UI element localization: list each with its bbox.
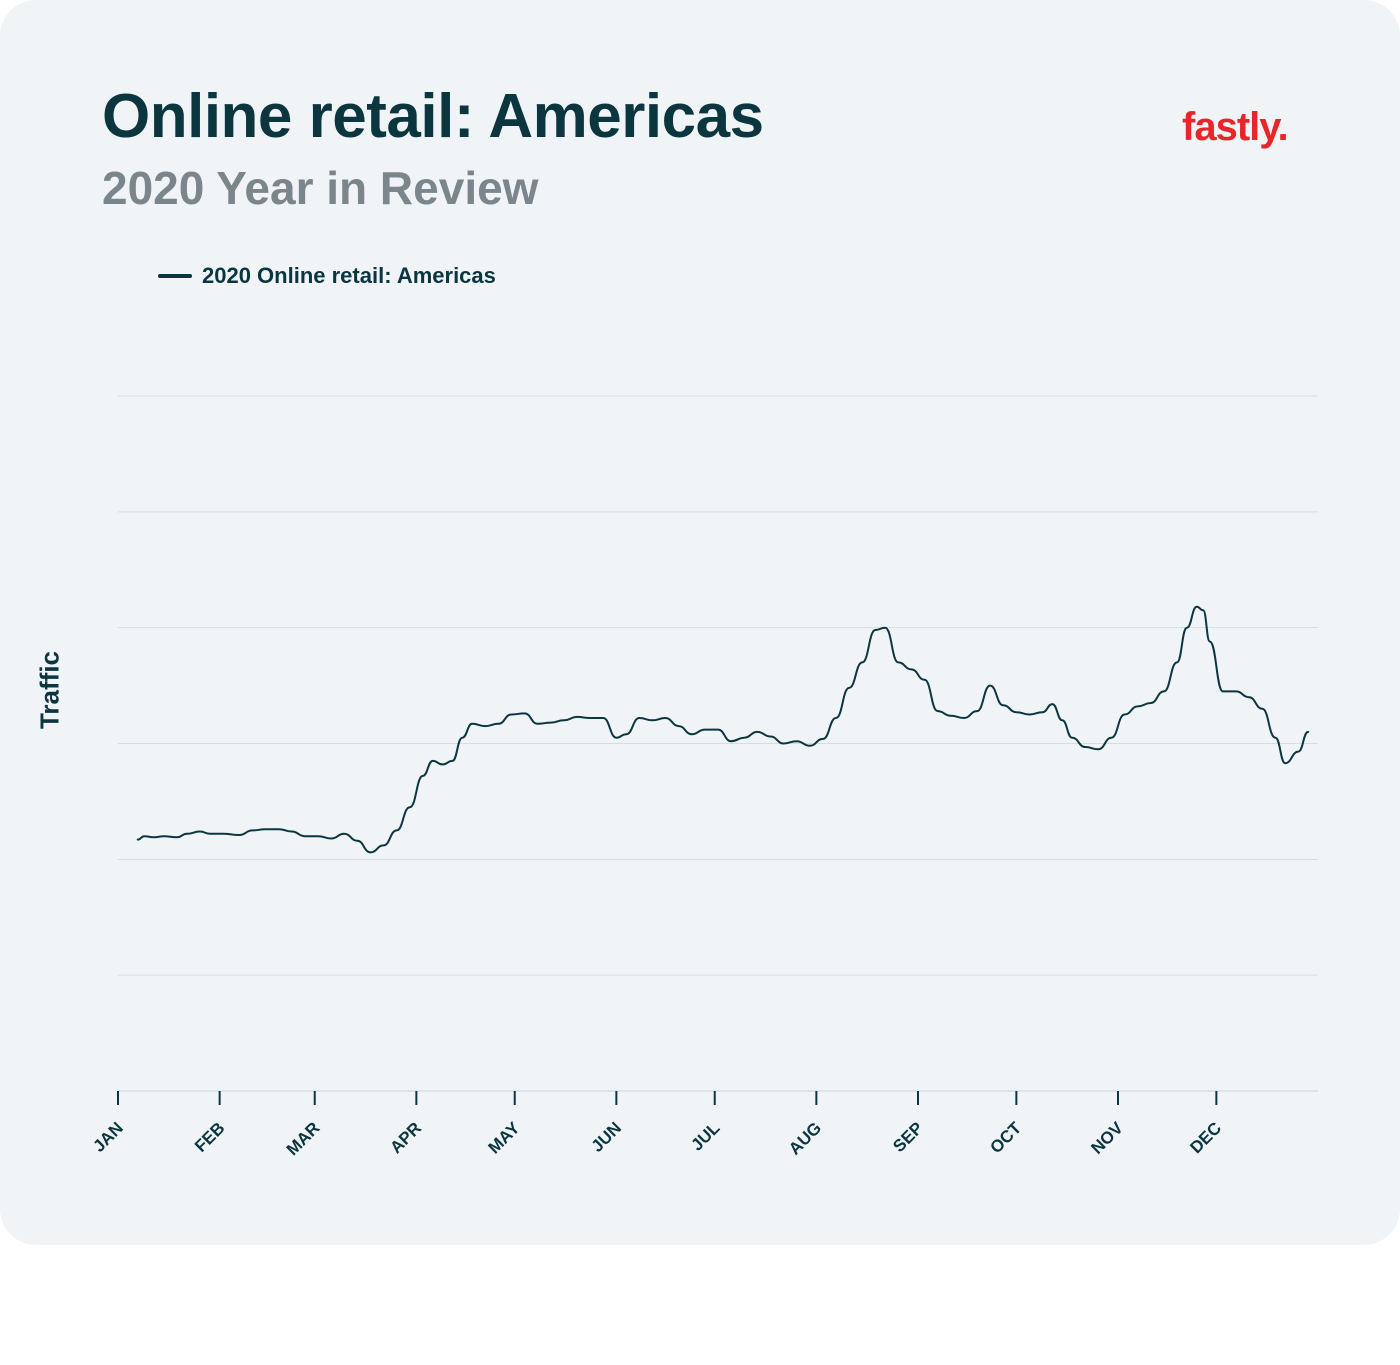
x-tick-label: SEP (889, 1118, 926, 1155)
x-tick-label: AUG (785, 1118, 825, 1158)
x-tick-label: APR (386, 1118, 425, 1157)
x-tick-label: OCT (986, 1118, 1025, 1157)
grid-layer (118, 395, 1318, 1092)
series-layer (136, 605, 1310, 854)
x-tick-label: MAR (283, 1118, 324, 1159)
chart-legend: 2020 Online retail: Americas (158, 262, 496, 290)
fastly-logo: fastly. (1182, 105, 1289, 149)
x-tick-label: JUN (588, 1118, 625, 1155)
page-title: Online retail: Americas (102, 82, 764, 151)
legend-label: 2020 Online retail: Americas (202, 263, 496, 288)
x-tick-label: JAN (89, 1118, 126, 1155)
legend-line-swatch (158, 274, 192, 278)
chart-card: Online retail: Americas 2020 Year in Rev… (0, 0, 1400, 1245)
line-chart: JAN FEB MAR APR MAY JUN JUL AUG SEP OCT NOV DEC (89, 395, 1318, 1159)
x-tick-label: MAY (485, 1118, 525, 1158)
x-tick-label: DEC (1186, 1118, 1225, 1157)
x-tick-label: NOV (1087, 1118, 1127, 1158)
page-subtitle: 2020 Year in Review (102, 162, 539, 214)
x-tick-label: FEB (191, 1118, 228, 1155)
series-line (136, 605, 1310, 854)
x-tick-label: JUL (687, 1118, 723, 1154)
x-axis: JAN FEB MAR APR MAY JUN JUL AUG SEP OCT NOV DEC (89, 1091, 1225, 1159)
